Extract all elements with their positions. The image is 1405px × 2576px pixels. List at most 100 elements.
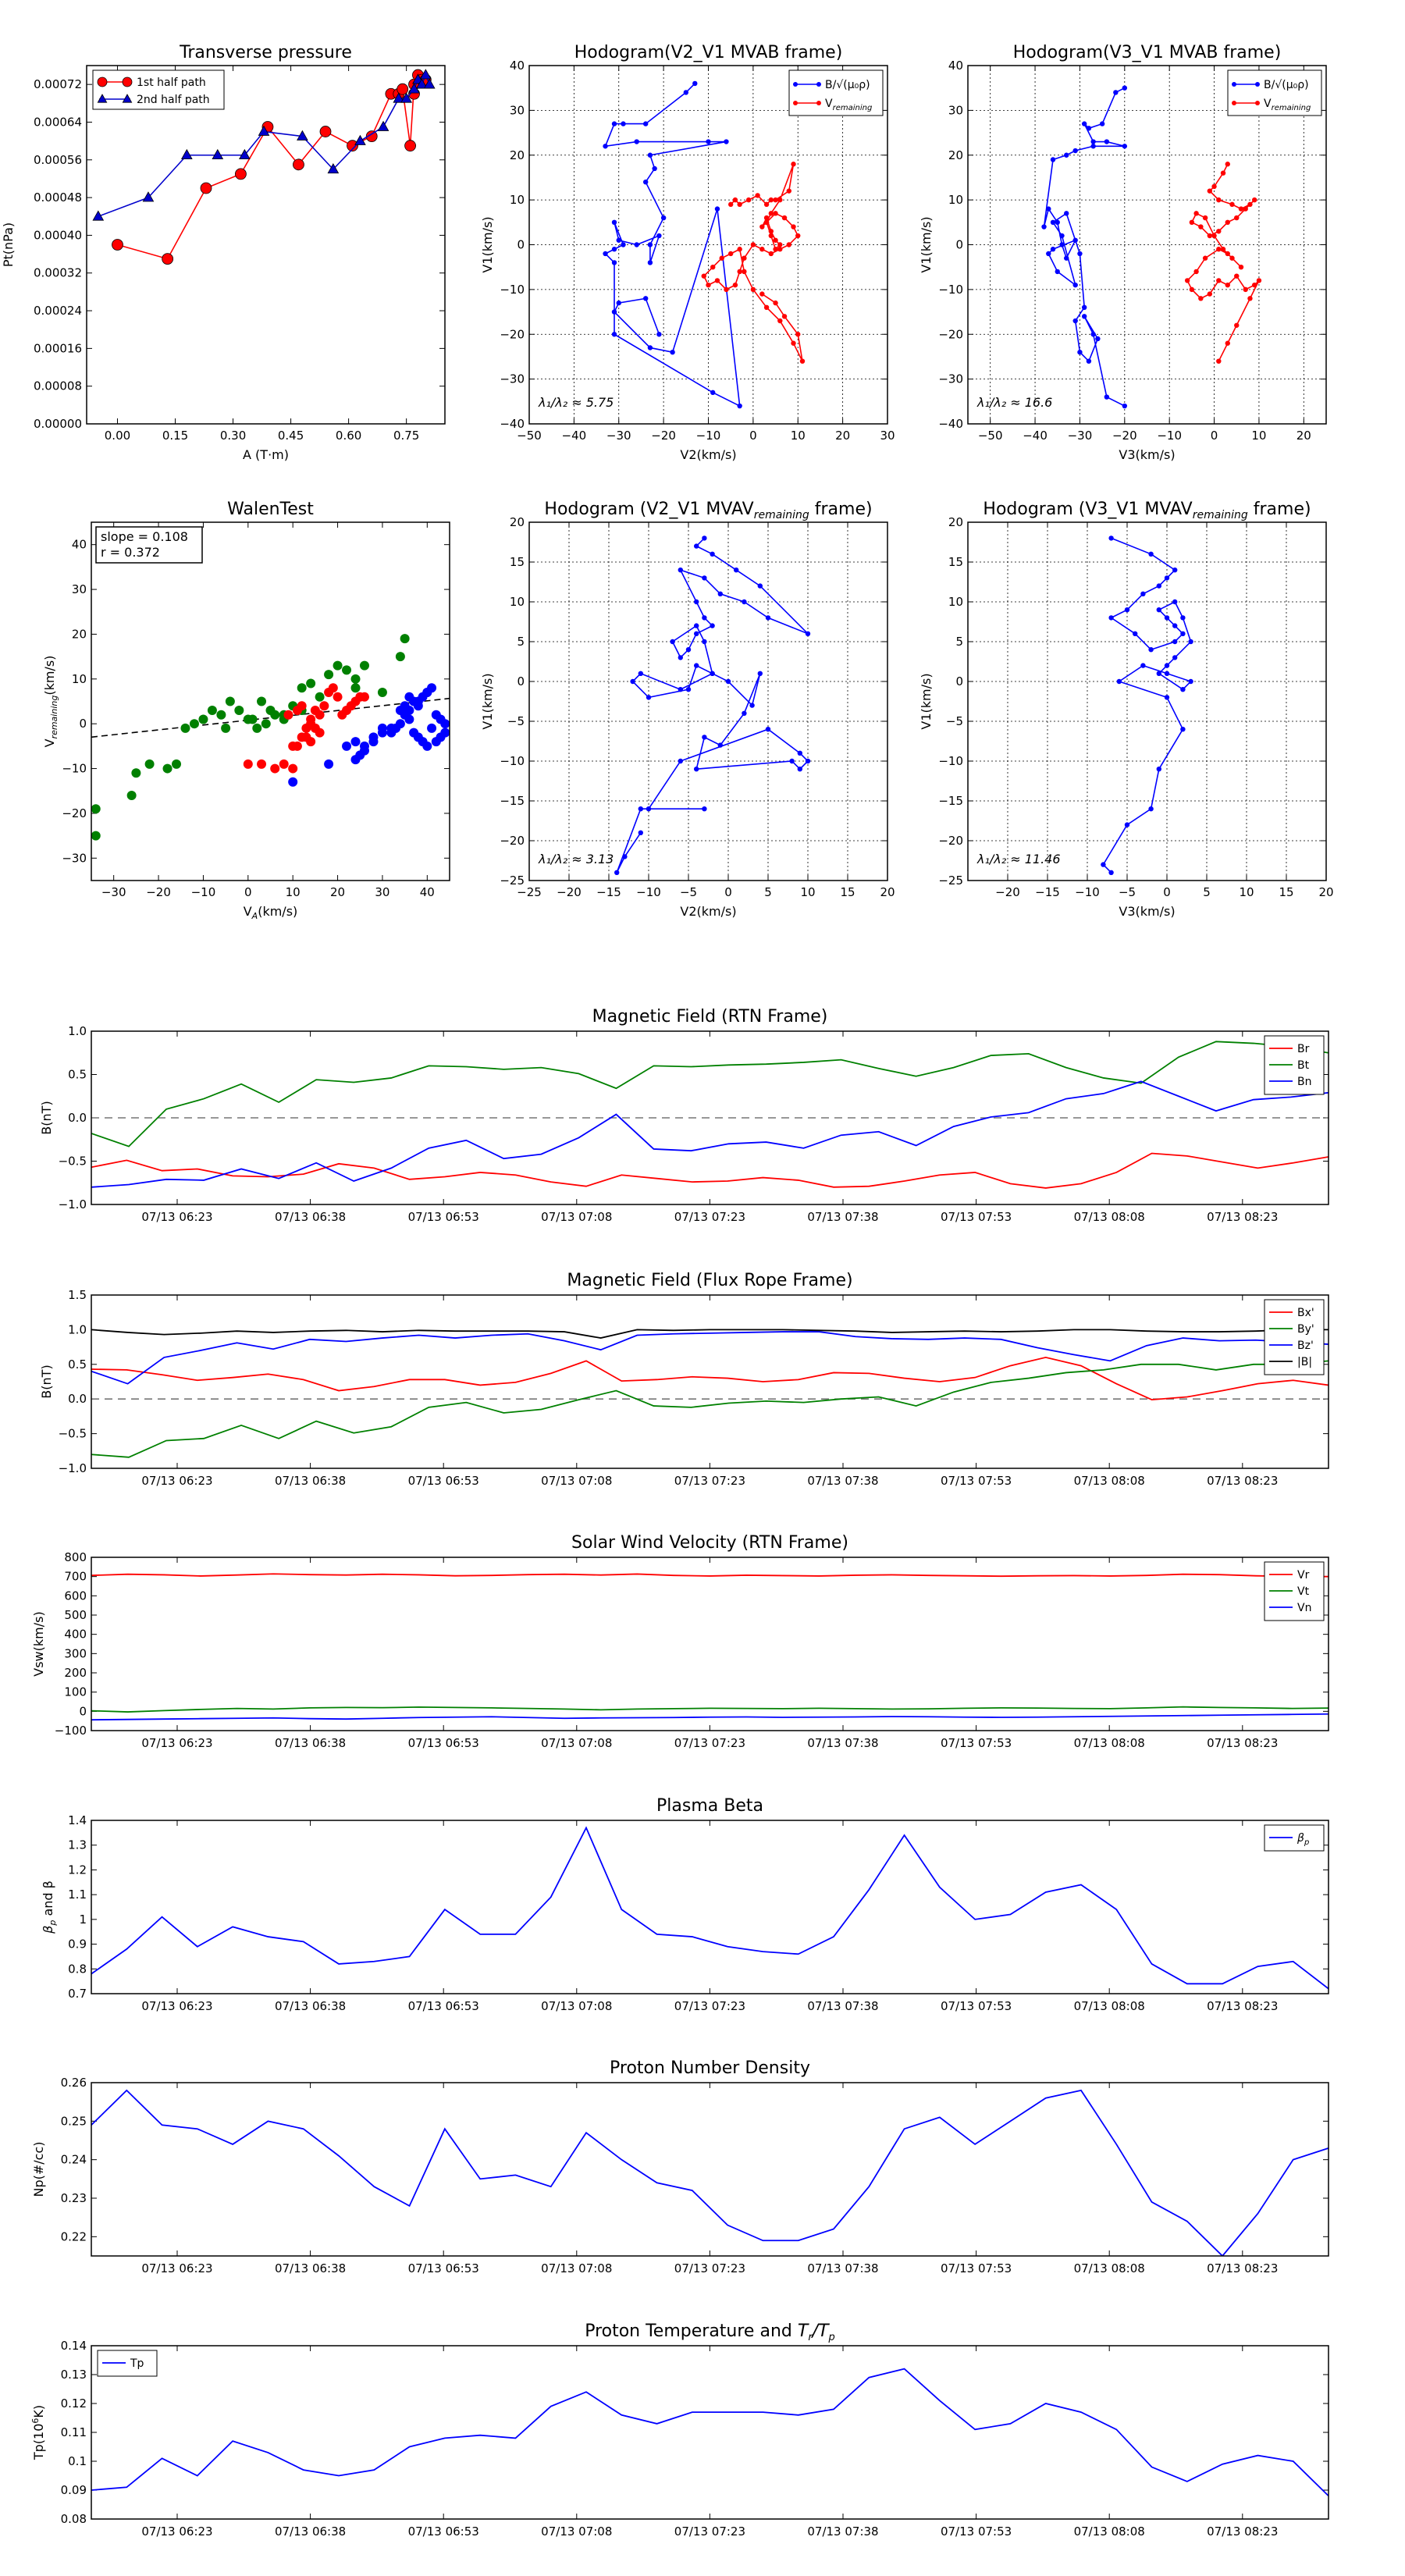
legend-label: Vn	[1297, 1602, 1311, 1614]
data-point	[198, 714, 208, 724]
data-point	[306, 737, 316, 747]
y-axis-label: V1(km/s)	[480, 673, 495, 729]
data-point	[694, 623, 699, 628]
data-point	[328, 683, 338, 693]
y-tick-label: −20	[500, 834, 525, 848]
x-tick-label: 0.75	[393, 429, 419, 443]
y-tick-label: 15	[510, 555, 525, 569]
data-point	[92, 210, 105, 221]
data-point	[1189, 286, 1195, 293]
data-point	[737, 403, 742, 409]
data-point	[1216, 229, 1222, 234]
y-tick-label: −20	[938, 327, 963, 341]
data-point	[404, 140, 416, 152]
x-tick-label: 10	[800, 885, 815, 899]
x-tick-label: −15	[596, 885, 621, 899]
y-tick-label: 0.00016	[34, 341, 82, 355]
data-point	[727, 201, 734, 208]
data-point	[1090, 139, 1096, 144]
data-point	[670, 350, 675, 355]
y-tick-label: 300	[64, 1646, 87, 1660]
data-point	[702, 735, 707, 740]
data-point	[1225, 251, 1230, 257]
data-point	[702, 806, 707, 812]
x-tick-label: 07/13 08:23	[1207, 1736, 1278, 1750]
data-point	[642, 296, 649, 301]
data-point	[616, 237, 621, 243]
data-point	[1220, 170, 1226, 176]
x-tick-label: 07/13 07:23	[674, 2261, 745, 2275]
data-point	[91, 804, 101, 814]
data-point	[1207, 291, 1213, 297]
y-tick-label: −0.5	[59, 1155, 87, 1169]
data-point	[247, 714, 258, 724]
data-point	[1243, 206, 1248, 212]
legend-label: βp	[1297, 1832, 1309, 1847]
y-tick-label: 0.00032	[34, 266, 82, 280]
data-point	[710, 671, 715, 676]
x-tick-label: 0.30	[220, 429, 246, 443]
data-point	[216, 710, 226, 720]
data-point	[1072, 282, 1078, 288]
data-point	[1164, 695, 1170, 700]
x-tick-label: 07/13 08:23	[1207, 1210, 1278, 1224]
series-line	[91, 1360, 1329, 1458]
ratio-annotation: λ₁/λ₂ ≈ 16.6	[976, 395, 1052, 410]
x-tick-label: 07/13 06:23	[141, 2261, 212, 2275]
data-point	[404, 692, 414, 702]
y-axis-label: Tp(106K)	[30, 2405, 46, 2460]
x-axis-label: V2(km/s)	[680, 904, 736, 919]
data-point	[162, 253, 174, 265]
y-tick-label: 20	[948, 148, 963, 162]
x-tick-label: 40	[420, 885, 435, 899]
data-point	[1072, 318, 1078, 324]
chart-title: Magnetic Field (RTN Frame)	[592, 1007, 828, 1026]
legend-label: 1st half path	[137, 76, 206, 89]
data-point	[324, 759, 334, 769]
data-point	[440, 719, 450, 729]
y-tick-label: 10	[948, 595, 963, 609]
data-point	[786, 188, 791, 194]
data-point	[710, 623, 715, 628]
x-tick-label: 07/13 07:38	[807, 2524, 878, 2539]
x-tick-label: −5	[680, 885, 697, 899]
data-point	[714, 206, 720, 212]
data-point	[1156, 671, 1162, 676]
data-point	[359, 660, 369, 671]
data-point	[306, 678, 316, 688]
data-point	[622, 854, 628, 859]
x-tick-label: 07/13 08:08	[1074, 1474, 1145, 1488]
data-point	[288, 741, 298, 751]
data-point	[1172, 655, 1178, 660]
series-line	[91, 1826, 1329, 1990]
data-point	[768, 211, 774, 216]
x-tick-label: 07/13 06:53	[408, 1999, 479, 2013]
x-tick-label: −20	[557, 885, 582, 899]
data-point	[1156, 767, 1162, 772]
ratio-annotation: λ₁/λ₂ ≈ 5.75	[538, 395, 614, 410]
data-point	[603, 251, 608, 257]
x-tick-label: 07/13 07:23	[674, 1736, 745, 1750]
data-point	[656, 332, 662, 337]
data-point	[647, 260, 653, 265]
data-point	[347, 140, 358, 152]
data-point	[270, 763, 280, 774]
x-tick-label: 0.60	[336, 429, 361, 443]
data-point	[652, 165, 657, 172]
data-point	[1180, 727, 1186, 732]
y-tick-label: −30	[938, 372, 963, 386]
data-point	[252, 723, 262, 733]
data-point	[1234, 273, 1240, 279]
data-point	[1188, 639, 1193, 645]
data-point	[1234, 215, 1240, 221]
data-point	[1077, 251, 1083, 257]
x-tick-label: −50	[517, 429, 542, 443]
x-tick-label: −20	[651, 429, 676, 443]
legend-box	[1227, 69, 1322, 116]
data-point	[1072, 148, 1078, 154]
data-point	[777, 318, 783, 324]
x-tick-label: −10	[696, 429, 721, 443]
panel-mag_fr: Magnetic Field (Flux Rope Frame) 07/13 06…	[39, 1271, 1329, 1488]
x-tick-label: 5	[764, 885, 772, 899]
data-point	[239, 148, 251, 160]
